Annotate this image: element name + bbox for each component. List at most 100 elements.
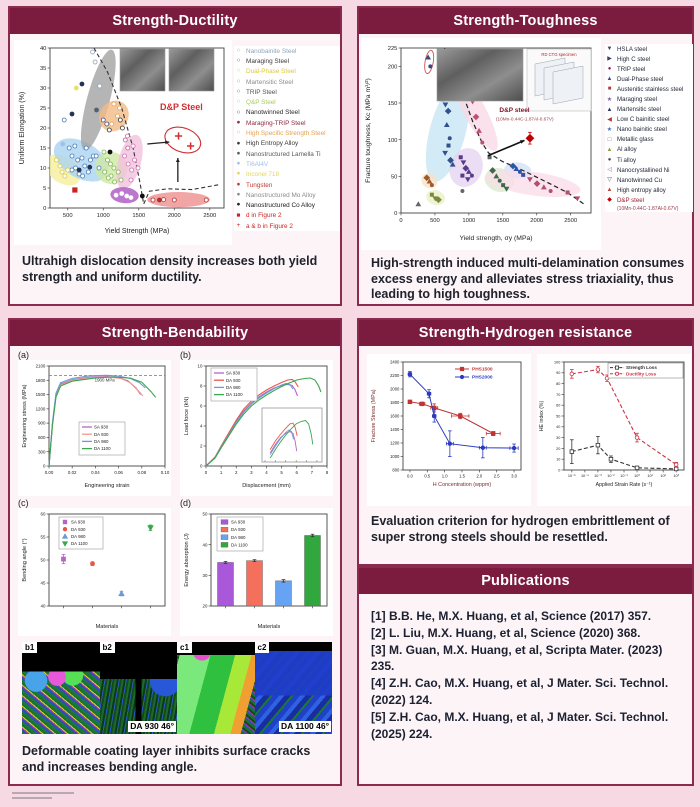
svg-text:10: 10 xyxy=(198,364,203,369)
legend-item: ● Ti alloy xyxy=(605,155,693,165)
svg-text:0.00: 0.00 xyxy=(45,470,54,475)
svg-text:60: 60 xyxy=(556,404,560,408)
svg-text:30: 30 xyxy=(40,86,46,92)
ebsd-tile-label: b1 xyxy=(22,642,38,653)
legend-marker-icon: ▲ xyxy=(606,76,613,83)
svg-text:10: 10 xyxy=(556,458,560,462)
svg-text:1900 MPa: 1900 MPa xyxy=(95,378,116,383)
chart-b-svg: 0 1 2 3 4 5 6 7 8 0 2 4 6 8 10 Displacement (mm) Load fo… xyxy=(184,364,329,489)
legend-item: ★ Maraging steel xyxy=(605,94,693,104)
legend-marker-icon: ★ xyxy=(606,96,613,103)
legend-marker-icon: ○ xyxy=(236,98,241,106)
legend-marker-icon: ● xyxy=(236,170,241,178)
footnote-marks xyxy=(12,792,74,802)
legend-item: ● TRIP steel xyxy=(605,64,693,74)
subplot-label-d: (d) xyxy=(180,498,191,508)
chart-d-svg: 20 30 40 50 Materials Energy absorption (J) SA… xyxy=(184,512,328,630)
ductility-caption: Ultrahigh dislocation density increases … xyxy=(22,254,318,284)
hyd-right-svg: 10⁻⁵ 10⁻⁴ 10⁻³ 10⁻² 10⁻¹ 10⁰ 10¹ 10² 10³ 0 10 20 30 4… xyxy=(539,360,685,488)
svg-text:D&P steel: D&P steel xyxy=(499,107,529,114)
legend-label: TRIP steel xyxy=(617,65,646,73)
svg-text:1800: 1800 xyxy=(390,400,400,405)
legend-marker-icon: ■ xyxy=(236,211,241,219)
svg-text:20: 20 xyxy=(556,447,560,451)
legend-label: High C steel xyxy=(617,55,651,63)
svg-text:20: 20 xyxy=(40,126,46,132)
svg-text:40: 40 xyxy=(556,425,560,429)
footnote-line xyxy=(12,797,52,799)
legend-marker-icon: ● xyxy=(607,157,612,164)
svg-text:45: 45 xyxy=(41,581,46,586)
svg-text:PHS1500: PHS1500 xyxy=(472,367,493,373)
legend-item: ○ TRIP Steel xyxy=(234,87,340,97)
svg-text:10¹: 10¹ xyxy=(647,474,653,478)
svg-text:2500: 2500 xyxy=(564,218,577,224)
svg-text:10⁻⁴: 10⁻⁴ xyxy=(581,474,589,478)
publication-item: [1] B.B. He, M.X. Huang, et al, Science … xyxy=(371,609,652,623)
legend-label: d in Figure 2 xyxy=(246,212,282,220)
chart-a-svg: 0.00 0.02 0.04 0.06 0.08 0.10 0 300 600 900 1200 15… xyxy=(22,364,170,489)
legend-item: ▶ High C steel xyxy=(605,54,693,64)
svg-text:2.0: 2.0 xyxy=(476,474,482,479)
svg-text:DA 1100: DA 1100 xyxy=(231,542,248,547)
legend-label: TRIP Steel xyxy=(246,88,277,96)
svg-text:1000: 1000 xyxy=(390,454,400,459)
legend-label: Metallic glass xyxy=(617,136,654,144)
svg-text:Strength Loss: Strength Loss xyxy=(626,365,657,370)
panel-title: Publications xyxy=(481,573,570,589)
legend-marker-icon: ○ xyxy=(236,67,241,75)
legend-label: Dual-Phase Steel xyxy=(246,68,296,76)
legend-label: Nanotwinned Cu xyxy=(617,176,663,184)
panel-title: Strength-Hydrogen resistance xyxy=(418,325,633,341)
svg-text:1500: 1500 xyxy=(132,213,145,219)
svg-text:50: 50 xyxy=(556,414,560,418)
strength-toughness-legend: ▼ HSLA steel ▶ High C steel ● TRIP steel ▲ Dual… xyxy=(605,44,693,212)
tough-chart-svg: 0 500 1000 1500 2000 2500 0 50 100 150 200 225 Yield… xyxy=(365,46,592,242)
svg-text:2: 2 xyxy=(200,444,203,449)
toughness-caption: High-strength induced multi-delamination… xyxy=(371,256,685,302)
legend-item: ■ d in Figure 2 xyxy=(234,211,340,221)
svg-text:800: 800 xyxy=(392,468,400,473)
svg-text:Materials: Materials xyxy=(258,624,281,630)
legend-label: Austenitic stainless steel xyxy=(617,85,684,93)
svg-text:10: 10 xyxy=(40,166,46,172)
legend-label: Martensitic steel xyxy=(617,106,662,114)
legend-item: ● Ti6Al4V xyxy=(234,159,340,169)
svg-text:3: 3 xyxy=(250,470,253,475)
footnote-line xyxy=(12,792,74,794)
svg-text:Displacement (mm): Displacement (mm) xyxy=(242,483,291,489)
legend-item: ● High Entropy Alloy xyxy=(234,139,340,149)
svg-text:2000: 2000 xyxy=(390,387,400,392)
legend-item: ○ Nanotwinned Steel xyxy=(234,108,340,118)
legend-label: Al alloy xyxy=(617,146,637,154)
panel-header-publications: Publications xyxy=(359,568,692,594)
svg-text:Engineering stress (MPa): Engineering stress (MPa) xyxy=(22,384,28,447)
legend-item: ○ Nanobainite Steel xyxy=(234,46,340,56)
legend-marker-icon: ○ xyxy=(236,77,241,85)
svg-text:DA 1100: DA 1100 xyxy=(226,392,243,397)
legend-label: Nano bainitic steel xyxy=(617,126,667,134)
svg-text:6: 6 xyxy=(200,404,203,409)
subplot-label-b: (b) xyxy=(180,350,191,360)
legend-label: Ti alloy xyxy=(617,156,637,164)
legend-label: Low C bainitic steel xyxy=(617,116,670,124)
legend-label: D&P steel xyxy=(617,196,644,204)
stress-strain-chart: 0.00 0.02 0.04 0.06 0.08 0.10 0 300 600 900 1200 15… xyxy=(18,360,171,496)
legend-item: ▲ High entropy alloy xyxy=(605,185,693,195)
svg-text:2000: 2000 xyxy=(168,213,181,219)
svg-text:Uniform Elongation (%): Uniform Elongation (%) xyxy=(19,92,26,164)
legend-label: Dual-Phase steel xyxy=(617,75,664,83)
svg-text:300: 300 xyxy=(38,449,46,454)
legend-sublabel: (10Mn-0.44C-1.87Al-0.67V) xyxy=(617,205,679,212)
legend-label: Nanobainite Steel xyxy=(246,47,297,55)
strength-ductility-chart: 500 1000 1500 2000 2500 0 5 10 15 20 25 30 35 40 Yield… xyxy=(14,40,232,245)
svg-text:0: 0 xyxy=(43,464,46,469)
chart-c-svg: 40 45 50 55 60 Materials Bending angle (°) SA 9… xyxy=(22,512,166,630)
svg-text:55: 55 xyxy=(41,535,46,540)
legend-item: ● Maraging-TRIP Steel xyxy=(234,118,340,128)
svg-text:2200: 2200 xyxy=(390,373,400,378)
svg-text:10⁻⁵: 10⁻⁵ xyxy=(568,474,576,478)
svg-text:10⁻¹: 10⁻¹ xyxy=(620,474,628,478)
svg-text:6: 6 xyxy=(296,470,299,475)
panel-strength-toughness: Strength-Toughness 0 500 1000 1500 2000 2500 0… xyxy=(357,6,694,306)
